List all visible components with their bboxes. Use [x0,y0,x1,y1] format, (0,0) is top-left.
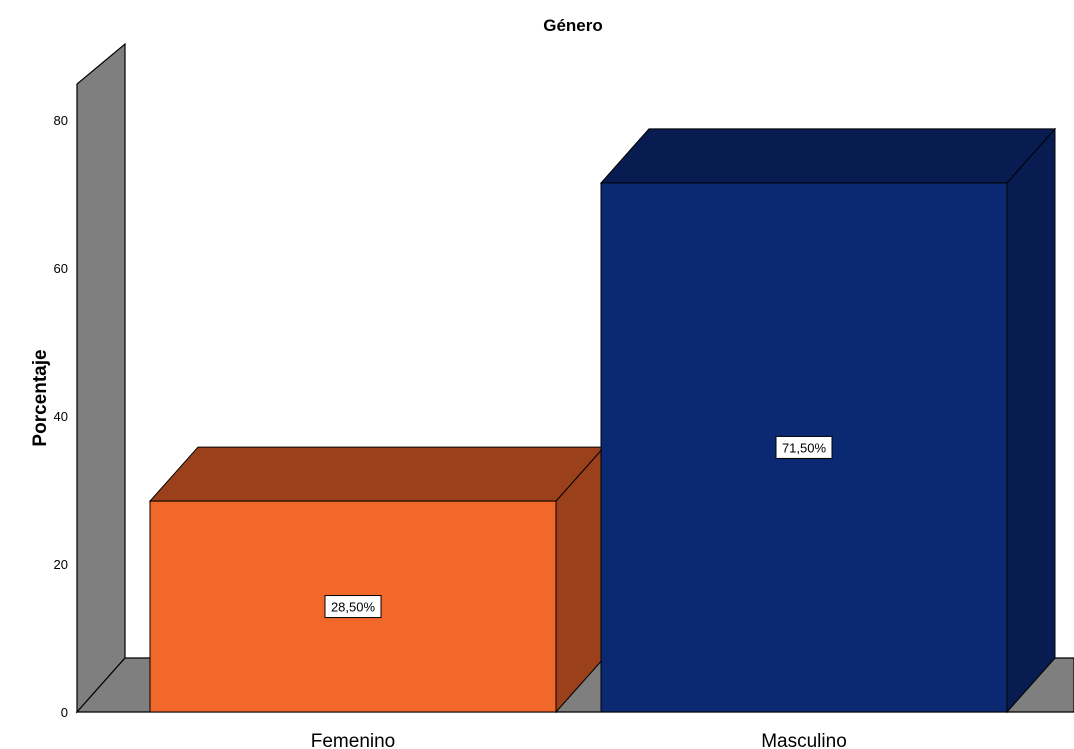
y-tick-label: 0 [61,705,68,720]
bar-side-masculino [1006,127,1056,714]
y-tick-label: 80 [54,113,68,128]
data-label: 71,50% [782,440,827,455]
category-label: Femenino [311,731,396,749]
y-tick-label: 40 [54,409,68,424]
chart-title: Género [543,16,603,35]
data-label-box [775,435,833,459]
y-tick-label: 20 [54,557,68,572]
y-tick-label: 60 [54,261,68,276]
data-label-box [324,595,382,619]
bar-top-masculino [599,128,1057,184]
y-axis-ticks: 0 20 40 60 80 [54,113,68,720]
data-label: 28,50% [331,600,376,615]
data-labels: 28,50% 71,50% [324,435,833,619]
bars [148,127,1057,714]
left-wall [76,42,126,714]
y-axis-label: Porcentaje [30,349,51,446]
category-label: Masculino [761,731,847,749]
bar-top-femenino [148,446,606,502]
category-labels: Femenino Masculino [311,731,847,749]
